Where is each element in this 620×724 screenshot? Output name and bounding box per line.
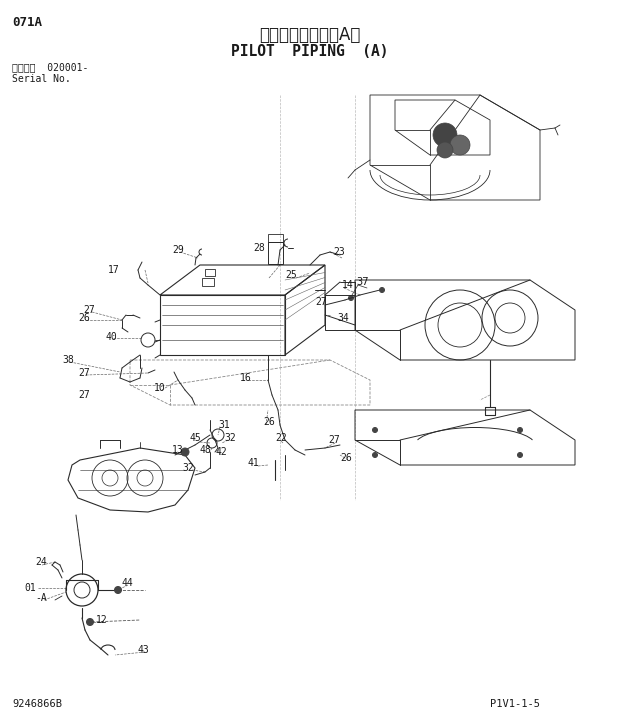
Text: 31: 31	[218, 420, 230, 430]
Circle shape	[433, 123, 457, 147]
Text: Serial No.: Serial No.	[12, 74, 71, 84]
Text: パイロット配管（A）: パイロット配管（A）	[259, 26, 361, 44]
Text: 27: 27	[83, 305, 95, 315]
Text: 10: 10	[154, 383, 166, 393]
Text: 01: 01	[24, 583, 36, 593]
Text: 22: 22	[275, 433, 286, 443]
Text: 26: 26	[78, 313, 90, 323]
Circle shape	[181, 448, 189, 456]
Text: 37: 37	[356, 277, 368, 287]
Bar	[205, 269, 215, 276]
Text: 44: 44	[122, 578, 134, 588]
Text: PILOT  PIPING  (A): PILOT PIPING (A)	[231, 44, 389, 59]
Circle shape	[373, 427, 378, 432]
Text: 13: 13	[172, 445, 184, 455]
Circle shape	[437, 142, 453, 158]
Circle shape	[518, 427, 523, 432]
Bar	[268, 242, 283, 264]
Circle shape	[87, 618, 94, 626]
Text: 適用号機  020001-: 適用号機 020001-	[12, 62, 89, 72]
Circle shape	[373, 452, 378, 458]
Text: 32: 32	[224, 433, 236, 443]
Text: 28: 28	[253, 243, 265, 253]
Text: P1V1-1-5: P1V1-1-5	[490, 699, 540, 709]
Text: 14: 14	[342, 280, 354, 290]
Text: 40: 40	[105, 332, 117, 342]
Circle shape	[348, 295, 353, 300]
Bar	[268, 234, 283, 242]
Text: 27: 27	[328, 435, 340, 445]
Text: 48: 48	[200, 445, 212, 455]
Text: 41: 41	[248, 458, 260, 468]
Text: 29: 29	[172, 245, 184, 255]
Text: 26: 26	[340, 453, 352, 463]
Text: 17: 17	[108, 265, 120, 275]
Text: 23: 23	[333, 247, 345, 257]
Circle shape	[115, 586, 122, 594]
Text: 12: 12	[96, 615, 108, 625]
Text: 27: 27	[315, 297, 327, 307]
Bar	[202, 278, 214, 286]
Text: 32: 32	[182, 463, 193, 473]
Text: 16: 16	[240, 373, 252, 383]
Text: 43: 43	[138, 645, 150, 655]
Circle shape	[518, 452, 523, 458]
Text: 42: 42	[215, 447, 227, 457]
Text: 34: 34	[337, 313, 348, 323]
Text: 26: 26	[263, 417, 275, 427]
Text: -A: -A	[35, 593, 46, 603]
Text: 38: 38	[62, 355, 74, 365]
Text: 27: 27	[78, 390, 90, 400]
Text: 25: 25	[285, 270, 297, 280]
Text: 45: 45	[190, 433, 202, 443]
Text: 9246866B: 9246866B	[12, 699, 62, 709]
Circle shape	[450, 135, 470, 155]
Text: 24: 24	[35, 557, 46, 567]
Text: 27: 27	[78, 368, 90, 378]
Circle shape	[379, 287, 384, 292]
Text: 071A: 071A	[12, 15, 42, 28]
